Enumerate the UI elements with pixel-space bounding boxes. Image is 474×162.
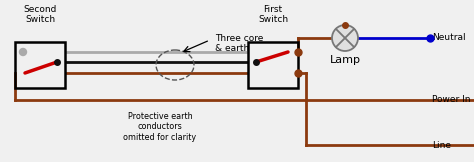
Text: Power In: Power In	[432, 96, 471, 104]
Text: First
Switch: First Switch	[258, 5, 288, 24]
Text: Neutral: Neutral	[432, 34, 465, 42]
Circle shape	[332, 25, 358, 51]
Text: Line: Line	[432, 140, 451, 150]
Text: Lamp: Lamp	[329, 55, 361, 65]
Bar	[15, 42, 65, 88]
Text: Protective earth
conductors
omitted for clarity: Protective earth conductors omitted for …	[123, 112, 197, 142]
Bar	[248, 42, 298, 88]
Text: Second
Switch: Second Switch	[23, 5, 57, 24]
Circle shape	[19, 48, 27, 56]
Text: Three core
& earth: Three core & earth	[215, 34, 264, 53]
